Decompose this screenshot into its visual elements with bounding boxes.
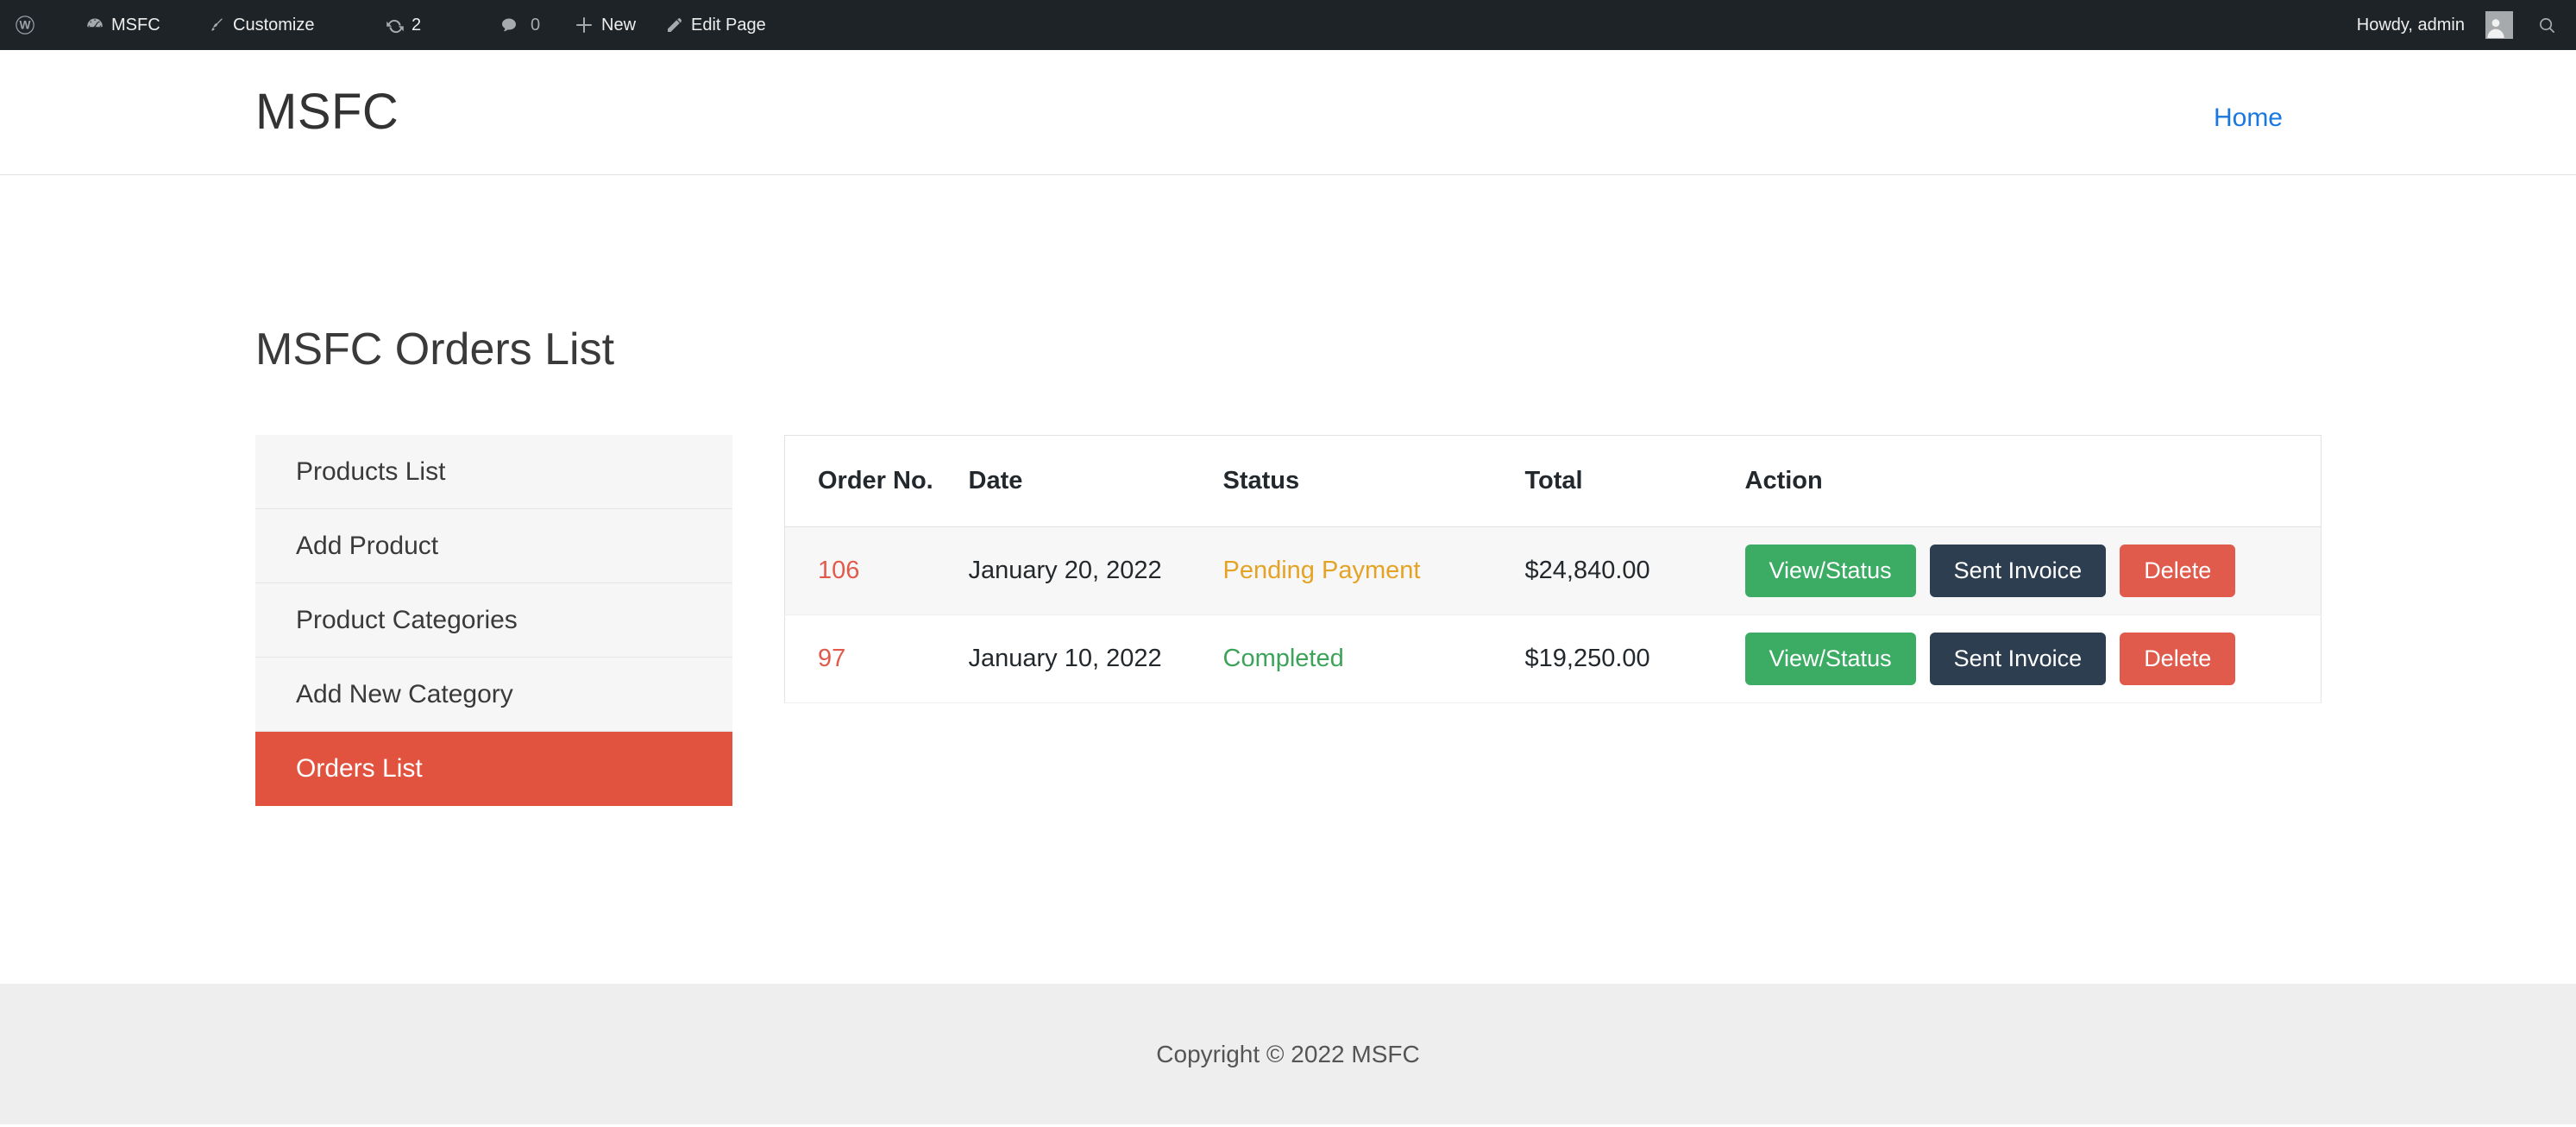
svg-text:W: W xyxy=(20,19,31,32)
